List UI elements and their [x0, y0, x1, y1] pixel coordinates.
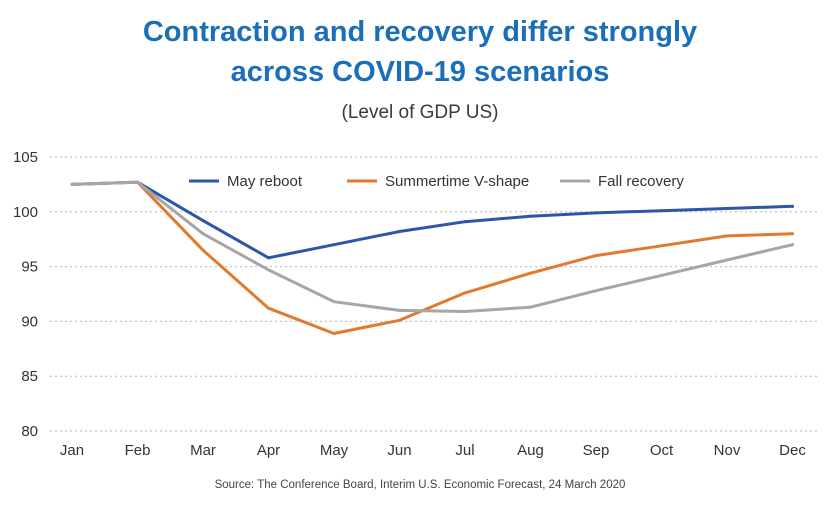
y-tick-label: 100	[13, 204, 38, 221]
data-point	[594, 254, 598, 258]
data-point	[725, 207, 729, 211]
series-lines	[70, 180, 794, 335]
x-tick-label: Apr	[257, 442, 280, 459]
data-point	[201, 219, 205, 223]
legend-item: Fall recovery	[560, 173, 684, 190]
data-point	[791, 232, 794, 236]
data-point	[463, 310, 467, 314]
x-tick-label: Jun	[387, 442, 411, 459]
x-tick-label: Aug	[517, 442, 544, 459]
chart-subtitle: (Level of GDP US)	[341, 102, 499, 123]
data-point	[594, 211, 598, 215]
x-axis: Jan Feb Mar Apr May Jun Jul Aug Sep Oct Nov Dec	[60, 442, 806, 459]
legend-label: Summertime V-shape	[385, 173, 529, 190]
source-note: Source: The Conference Board, Interim U.…	[214, 479, 626, 491]
y-tick-label: 80	[21, 423, 38, 440]
x-tick-label: Oct	[650, 442, 674, 459]
data-point	[201, 248, 205, 252]
series-fall-recovery	[70, 180, 794, 314]
gridlines	[50, 156, 820, 432]
x-tick-label: May	[320, 442, 349, 459]
data-point	[332, 243, 336, 247]
series-line	[70, 180, 794, 335]
series-line	[70, 180, 794, 313]
y-tick-label: 105	[13, 149, 38, 166]
data-point	[529, 271, 532, 275]
data-point	[791, 204, 794, 208]
x-tick-label: Mar	[190, 442, 216, 459]
data-point	[267, 268, 270, 272]
y-tick-label: 90	[21, 313, 38, 330]
data-point	[594, 289, 598, 293]
x-tick-label: Jul	[455, 442, 474, 459]
legend-item: May reboot	[189, 173, 303, 190]
data-point	[267, 306, 270, 310]
data-point	[398, 308, 401, 312]
y-tick-label: 95	[21, 259, 38, 276]
y-axis: 80 85 90 95 100 105	[13, 149, 38, 440]
data-point	[725, 258, 729, 262]
legend-label: May reboot	[227, 173, 303, 190]
chart-title-line-1: Contraction and recovery differ strongly	[142, 16, 698, 48]
x-tick-label: Nov	[714, 442, 741, 459]
data-point	[529, 305, 532, 309]
x-tick-label: Dec	[779, 442, 806, 459]
legend-item: Summertime V-shape	[347, 173, 529, 190]
data-point	[791, 243, 794, 247]
data-point	[201, 232, 205, 236]
series-may-reboot	[70, 180, 794, 260]
data-point	[332, 331, 336, 335]
data-point	[267, 256, 270, 260]
chart-title-line-2: across COVID-19 scenarios	[230, 56, 610, 88]
series-line	[70, 180, 794, 260]
x-tick-label: Feb	[125, 442, 151, 459]
data-point	[398, 318, 401, 322]
data-point	[660, 244, 663, 248]
data-point	[725, 234, 729, 238]
data-point	[529, 214, 532, 218]
data-point	[463, 291, 467, 295]
x-tick-label: Jan	[60, 442, 84, 459]
legend: May reboot Summertime V-shape Fall recover…	[189, 173, 684, 190]
data-point	[463, 220, 467, 224]
y-tick-label: 85	[21, 368, 38, 385]
data-point	[70, 182, 74, 186]
legend-label: Fall recovery	[598, 173, 684, 190]
data-point	[398, 230, 401, 234]
data-point	[136, 180, 139, 184]
data-point	[332, 300, 336, 304]
data-point	[660, 209, 663, 213]
data-point	[660, 273, 663, 277]
x-tick-label: Sep	[583, 442, 610, 459]
